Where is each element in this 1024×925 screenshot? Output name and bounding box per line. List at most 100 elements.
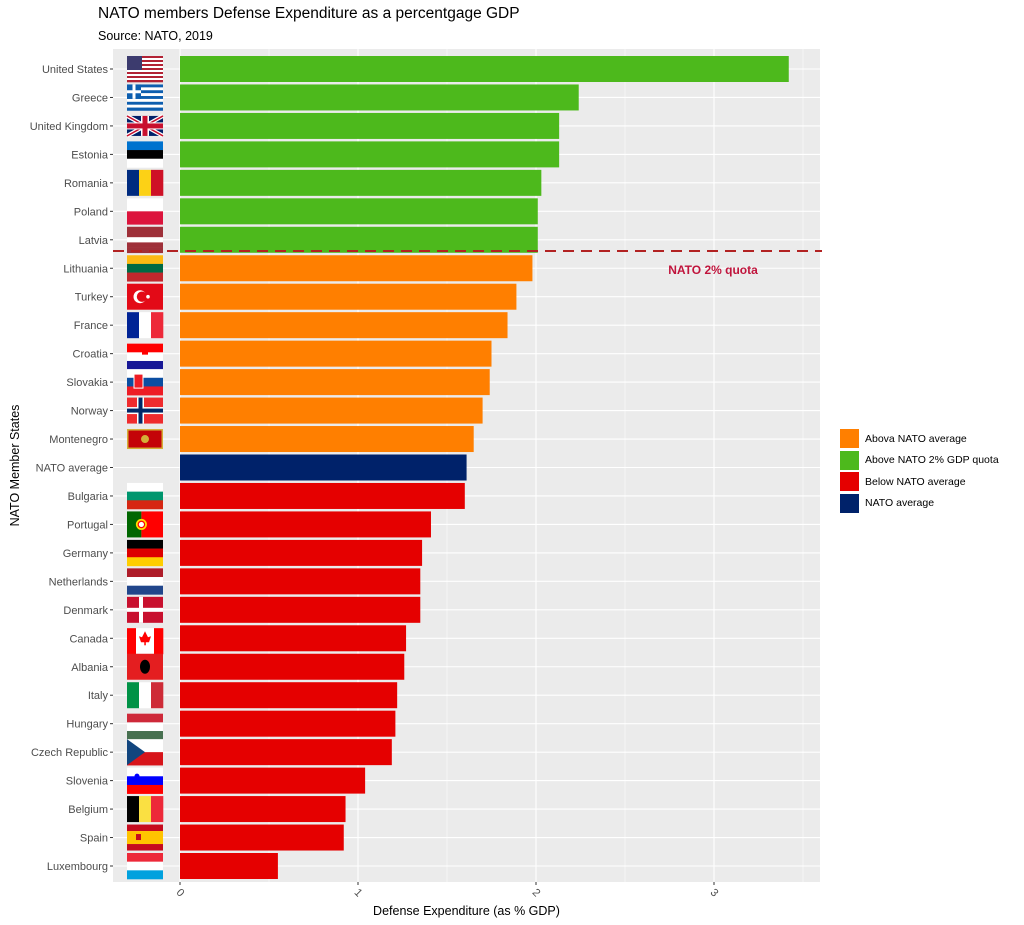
y-tick-label: Latvia <box>79 235 109 247</box>
y-tick-label: Luxembourg <box>47 861 108 873</box>
y-tick-label: Hungary <box>66 719 108 731</box>
netherlands-flag-icon <box>127 568 163 595</box>
y-tick-label: France <box>74 320 108 332</box>
bars <box>180 56 789 879</box>
legend-item-quota: Above NATO 2% GDP quota <box>840 450 999 472</box>
greece-flag-icon <box>127 84 163 111</box>
y-tick-label: Slovakia <box>66 377 108 389</box>
legend-item-above: Abova NATO average <box>840 428 999 450</box>
y-tick-label: Belgium <box>68 804 108 816</box>
y-tick-label: NATO average <box>36 463 108 475</box>
italy-flag-icon <box>127 682 164 709</box>
lithuania-flag-icon <box>127 255 163 282</box>
y-tick-label: Bulgaria <box>68 491 109 503</box>
y-tick-label: Romania <box>64 178 109 190</box>
legend-swatch <box>840 429 859 449</box>
legend-label: Above NATO 2% GDP quota <box>865 454 999 467</box>
bar-czech-republic <box>180 739 392 766</box>
slovenia-flag-icon <box>127 767 163 794</box>
bar-belgium <box>180 796 346 823</box>
bar-montenegro <box>180 426 474 453</box>
albania-flag-icon <box>127 653 163 680</box>
bar-poland <box>180 198 538 225</box>
y-tick-label: Montenegro <box>49 434 108 446</box>
bar-romania <box>180 169 542 196</box>
bar-france <box>180 312 508 339</box>
y-tick-label: Norway <box>71 406 109 418</box>
chart-title: NATO members Defense Expenditure as a pe… <box>98 5 520 22</box>
y-tick-label: Greece <box>72 92 108 104</box>
y-tick-label: Czech Republic <box>31 747 109 759</box>
y-axis: United States Greece United Kingdom Estonia… <box>30 64 113 873</box>
bar-slovenia <box>180 767 366 794</box>
bar-norway <box>180 397 483 424</box>
belgium-flag-icon <box>127 796 164 823</box>
y-tick-label: Slovenia <box>66 776 109 788</box>
x-tick-label: 2 <box>530 887 543 900</box>
bar-greece <box>180 84 579 111</box>
bar-slovakia <box>180 369 490 396</box>
x-axis: 0 1 2 3 <box>174 882 721 900</box>
bar-hungary <box>180 710 396 737</box>
quota-label: NATO 2% quota <box>668 263 758 277</box>
y-tick-label: Croatia <box>73 349 109 361</box>
luxembourg-flag-icon <box>127 853 163 880</box>
bar-portugal <box>180 511 431 538</box>
romania-flag-icon <box>127 169 164 196</box>
bar-latvia <box>180 226 538 253</box>
y-tick-label: Turkey <box>75 292 109 304</box>
bulgaria-flag-icon <box>127 482 163 510</box>
poland-flag-icon <box>127 198 163 225</box>
y-tick-label: Poland <box>74 206 108 218</box>
y-tick-label: Estonia <box>71 149 109 161</box>
y-tick-label: Portugal <box>67 519 108 531</box>
x-tick-label: 1 <box>352 887 365 900</box>
croatia-flag-icon <box>127 343 163 370</box>
x-tick-label: 0 <box>174 887 187 900</box>
bar-spain <box>180 824 344 851</box>
legend-label: Below NATO average <box>865 475 966 488</box>
y-tick-label: United States <box>42 64 109 76</box>
chart-subtitle: Source: NATO, 2019 <box>98 29 213 43</box>
france-flag-icon <box>127 312 164 339</box>
y-tick-label: Denmark <box>63 605 108 617</box>
canada-flag-icon <box>127 628 164 655</box>
estonia-flag-icon <box>127 141 163 168</box>
czech-flag-icon <box>127 739 163 766</box>
y-tick-label: Spain <box>80 833 108 845</box>
flag-column <box>126 56 164 880</box>
bar-denmark <box>180 596 421 623</box>
bar-lithuania <box>180 255 533 282</box>
legend: Abova NATO average Above NATO 2% GDP quot… <box>840 428 999 514</box>
legend-swatch <box>840 493 859 513</box>
turkey-flag-icon <box>127 283 163 310</box>
uk-flag-icon <box>126 114 164 138</box>
y-tick-label: Canada <box>69 633 108 645</box>
bar-germany <box>180 539 423 566</box>
legend-item-avg: NATO average <box>840 493 999 515</box>
bar-united-kingdom <box>180 112 560 139</box>
legend-swatch <box>840 472 859 492</box>
bar-albania <box>180 653 405 680</box>
bar-bulgaria <box>180 482 465 509</box>
hungary-flag-icon <box>127 713 163 740</box>
y-tick-label: Lithuania <box>63 263 109 275</box>
us-flag-icon <box>127 56 163 83</box>
y-tick-label: Albania <box>71 662 109 674</box>
portugal-flag-icon <box>127 511 163 538</box>
bar-turkey <box>180 283 517 310</box>
x-axis-title: Defense Expenditure (as % GDP) <box>373 904 560 918</box>
spain-flag-icon <box>127 824 163 851</box>
norway-flag-icon <box>127 397 163 424</box>
legend-label: Abova NATO average <box>865 432 967 445</box>
bar-canada <box>180 625 407 652</box>
x-tick-label: 3 <box>708 887 721 900</box>
bar-italy <box>180 682 398 709</box>
latvia-flag-icon <box>127 226 163 254</box>
bar-estonia <box>180 141 560 168</box>
y-tick-label: Netherlands <box>49 576 109 588</box>
bar-luxembourg <box>180 853 278 879</box>
legend-item-below: Below NATO average <box>840 471 999 493</box>
y-tick-label: Italy <box>88 690 109 702</box>
